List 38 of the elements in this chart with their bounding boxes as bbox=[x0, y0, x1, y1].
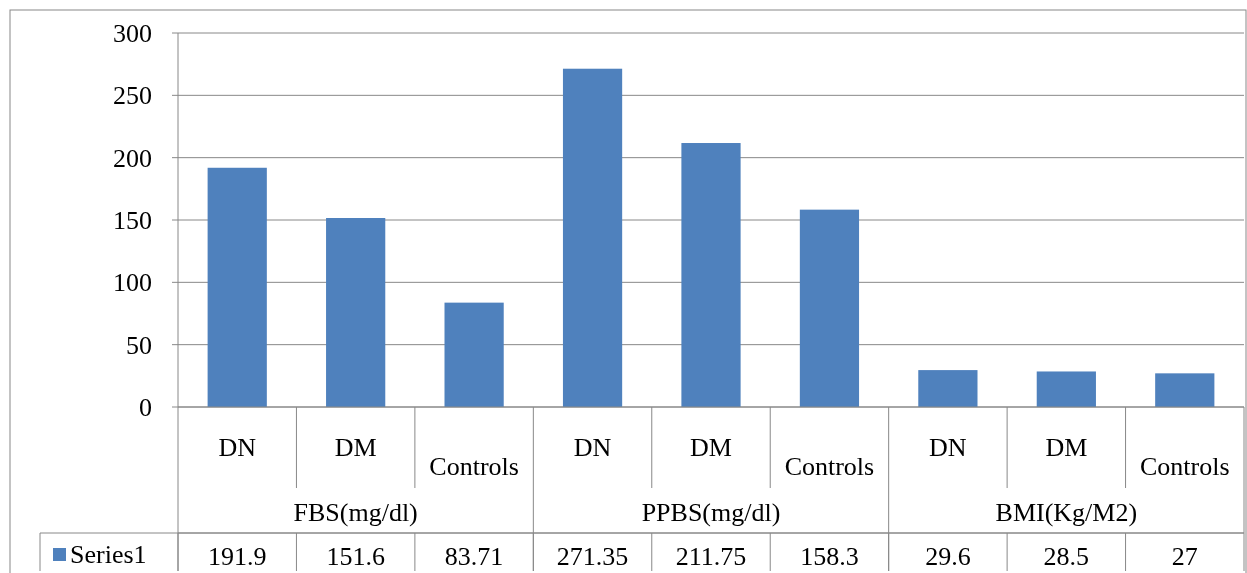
data-label: 83.71 bbox=[444, 542, 504, 571]
x-tick-label: Controls bbox=[784, 452, 875, 481]
data-label: 211.75 bbox=[675, 542, 747, 571]
bar bbox=[681, 143, 741, 407]
data-label: 29.6 bbox=[925, 542, 971, 571]
bar bbox=[918, 370, 978, 407]
x-tick-label: DN bbox=[929, 433, 967, 462]
bar bbox=[207, 167, 267, 407]
x-tick-label: DM bbox=[690, 433, 732, 462]
y-tick-label: 0 bbox=[139, 393, 152, 423]
data-label: 191.9 bbox=[207, 542, 267, 571]
y-tick-label: 50 bbox=[126, 330, 152, 360]
y-tick-label: 300 bbox=[113, 19, 152, 49]
x-tick-label: DM bbox=[1045, 433, 1088, 462]
x-tick-label: DN bbox=[573, 433, 612, 462]
x-tick-label: DM bbox=[334, 433, 377, 462]
data-label: 27 bbox=[1171, 542, 1198, 571]
text: PPBS(mg/dl) bbox=[641, 498, 781, 527]
text: BMI(Kg/M2) bbox=[995, 498, 1138, 527]
text: FBS(mg/dl) bbox=[293, 498, 418, 527]
data-label: 158.3 bbox=[800, 542, 859, 571]
data-label: 151.6 bbox=[326, 542, 385, 571]
bar bbox=[1036, 371, 1096, 407]
legend-label: Series1 bbox=[70, 540, 147, 569]
x-tick-label: Controls bbox=[1139, 452, 1230, 481]
bar bbox=[562, 68, 623, 407]
bar bbox=[1155, 373, 1215, 407]
y-tick-label: 150 bbox=[113, 206, 152, 236]
bar bbox=[326, 218, 386, 407]
x-tick-label: Controls bbox=[429, 452, 519, 481]
data-label: 28.5 bbox=[1043, 542, 1090, 571]
y-tick-label: 250 bbox=[113, 81, 152, 111]
bar bbox=[444, 302, 504, 407]
data-label: 271.35 bbox=[556, 542, 629, 571]
bar bbox=[799, 209, 860, 407]
y-tick-label: 200 bbox=[113, 143, 152, 173]
y-tick-label: 100 bbox=[113, 268, 152, 298]
x-tick-label: DN bbox=[218, 433, 257, 462]
